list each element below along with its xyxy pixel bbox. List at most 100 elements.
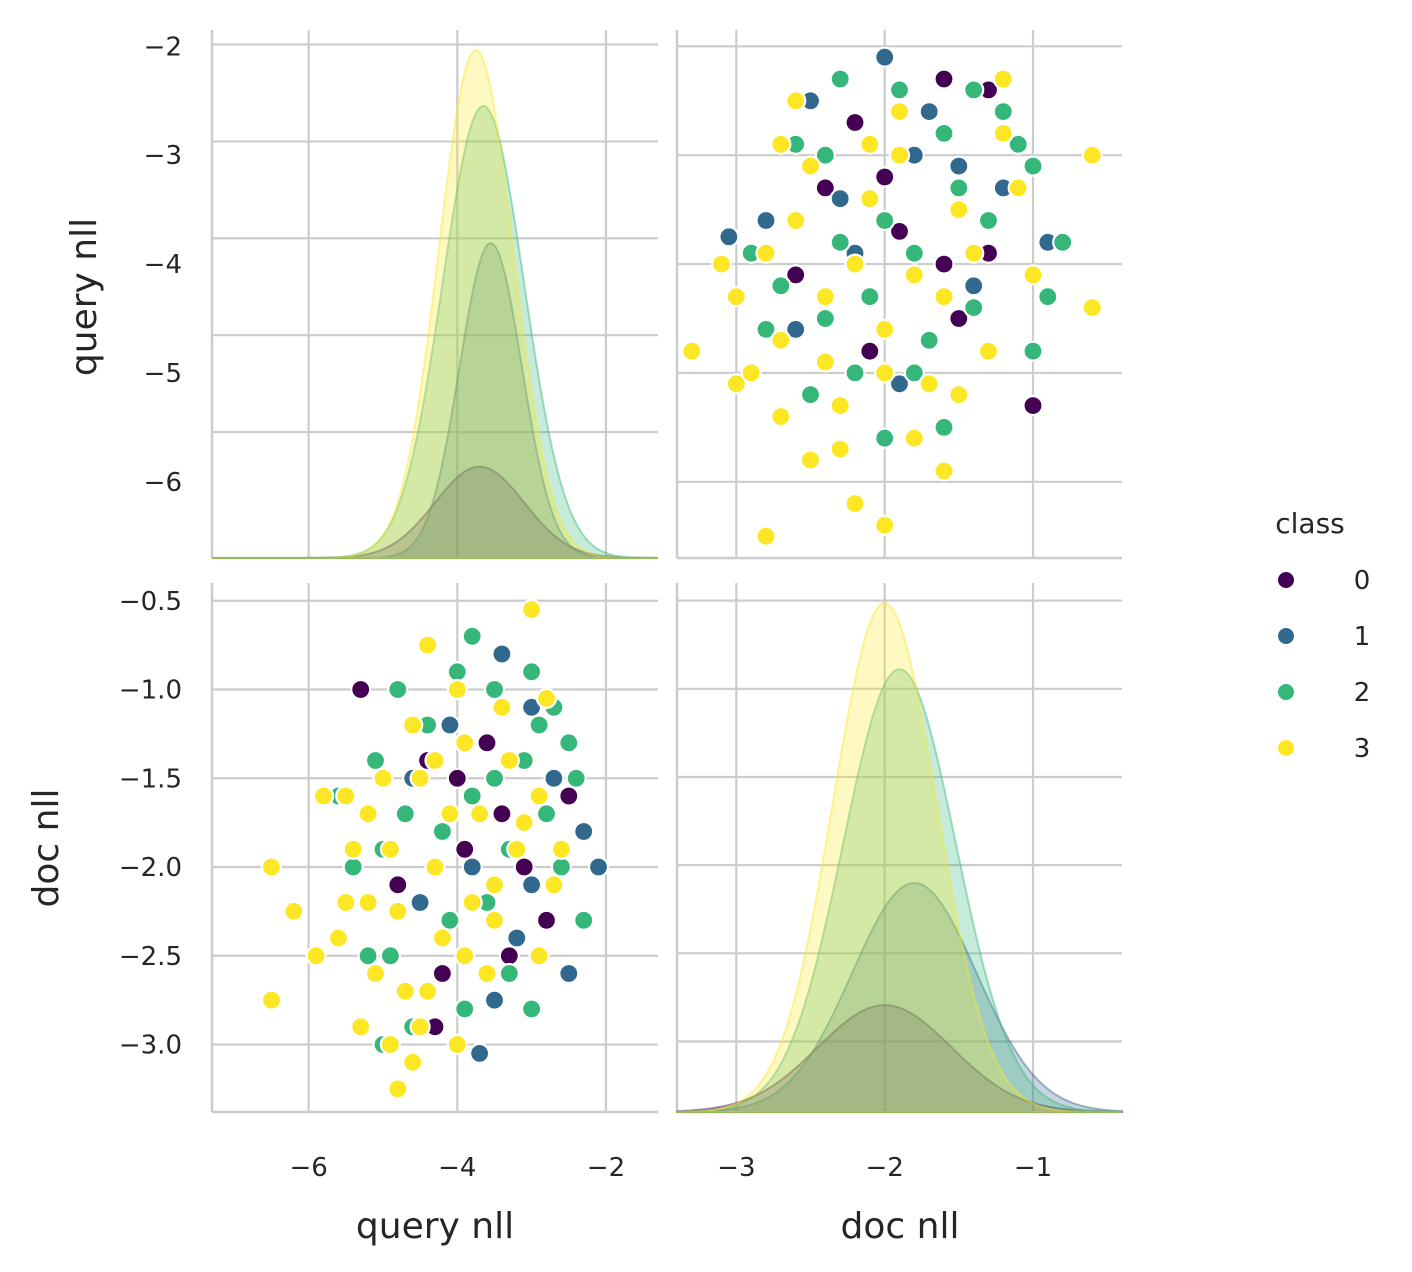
y-tick-label: −6 — [144, 468, 182, 498]
scatter-point-class-0 — [888, 220, 911, 242]
x-tick-label: −2 — [866, 1153, 904, 1183]
kde-class-1 — [676, 882, 1123, 1113]
scatter-point-class-3 — [543, 874, 565, 896]
scatter-point-class-3 — [1081, 144, 1103, 166]
scatter-point-class-2 — [799, 384, 822, 406]
scatter-point-class-2 — [963, 79, 985, 101]
scatter-point-class-3 — [461, 891, 483, 914]
scatter-point-class-2 — [550, 856, 573, 878]
panel-query-kde — [210, 30, 659, 560]
scatter-point-class-2 — [520, 661, 543, 683]
scatter-point-class-3 — [520, 598, 543, 621]
scatter-point-class-1 — [491, 643, 513, 665]
scatter-point-class-3 — [342, 838, 364, 860]
legend-label-class-0: 0 — [1354, 566, 1371, 596]
scatter-point-class-2 — [528, 714, 550, 736]
kde-class-2 — [676, 668, 1123, 1113]
x-axis-label-left: query nll — [356, 1206, 514, 1247]
scatter-point-class-3 — [364, 962, 387, 985]
scatter-point-class-3 — [710, 253, 733, 275]
scatter-point-class-3 — [409, 767, 431, 789]
scatter-point-class-3 — [454, 945, 476, 967]
scatter-point-class-0 — [933, 253, 955, 275]
scatter-point-class-1 — [469, 1042, 491, 1065]
y-tick-label: −4 — [144, 250, 182, 280]
scatter-point-class-2 — [948, 177, 970, 199]
y-tick-label: −5 — [144, 359, 182, 389]
legend-label-class-3: 3 — [1354, 734, 1371, 764]
scatter-point-class-2 — [446, 661, 468, 683]
kde-class-2 — [212, 104, 659, 559]
scatter-point-class-2 — [1022, 340, 1044, 362]
scatter-point-class-2 — [888, 79, 911, 101]
scatter-point-class-3 — [312, 785, 335, 807]
scatter-point-class-3 — [327, 927, 349, 949]
scatter-point-class-3 — [844, 493, 866, 515]
scatter-point-class-0 — [558, 785, 580, 807]
scatter-point-class-0 — [454, 838, 476, 860]
legend-marker-class-0 — [1276, 570, 1296, 590]
scatter-point-class-0 — [859, 340, 881, 362]
kde-class-1 — [212, 241, 658, 559]
scatter-point-class-3 — [829, 438, 851, 460]
scatter-point-class-3 — [933, 460, 955, 482]
scatter-point-class-3 — [535, 687, 558, 710]
scatter-point-class-3 — [394, 980, 416, 1002]
scatter-point-class-3 — [770, 329, 792, 351]
y-tick-label: −2.0 — [119, 853, 182, 883]
scatter-point-class-3 — [785, 209, 807, 232]
scatter-point-class-3 — [469, 803, 491, 825]
scatter-point-class-3 — [918, 373, 940, 395]
x-tick-label: −3 — [717, 1153, 755, 1183]
scatter-point-class-2 — [535, 803, 558, 825]
scatter-point-class-2 — [874, 427, 896, 449]
scatter-point-class-3 — [814, 286, 836, 308]
scatter-point-class-0 — [1022, 395, 1044, 417]
scatter-point-class-3 — [483, 874, 506, 896]
scatter-point-class-2 — [387, 678, 409, 701]
legend-label-class-2: 2 — [1354, 678, 1371, 708]
scatter-point-class-2 — [483, 767, 506, 789]
scatter-point-class-3 — [417, 980, 439, 1002]
scatter-point-class-2 — [770, 275, 792, 297]
scatter-point-class-0 — [844, 111, 866, 134]
scatter-point-class-2 — [814, 144, 836, 166]
legend-label-class-1: 1 — [1354, 622, 1371, 652]
scatter-point-class-2 — [933, 122, 955, 144]
scatter-point-class-2 — [520, 998, 543, 1020]
scatter-point-class-3 — [770, 133, 792, 155]
scatter-point-class-1 — [506, 927, 528, 949]
scatter-point-class-3 — [888, 100, 911, 123]
scatter-point-class-2 — [461, 785, 483, 807]
scatter-point-class-1 — [409, 891, 431, 914]
scatter-point-class-3 — [681, 340, 703, 362]
scatter-point-class-2 — [933, 416, 955, 438]
scatter-point-class-2 — [342, 856, 364, 878]
x-tick-label: −4 — [438, 1153, 476, 1183]
scatter-point-class-1 — [829, 188, 851, 210]
y-tick-label: −0.5 — [119, 587, 182, 617]
scatter-point-class-3 — [814, 351, 836, 373]
scatter-point-class-3 — [483, 909, 506, 931]
scatter-point-class-3 — [829, 395, 851, 417]
scatter-point-class-3 — [859, 133, 881, 155]
scatter-point-class-0 — [491, 803, 513, 825]
scatter-point-class-0 — [513, 856, 535, 878]
scatter-point-class-3 — [506, 838, 528, 860]
y-axis-label-bottom: doc nll — [26, 789, 67, 908]
scatter-point-class-3 — [513, 811, 535, 834]
scatter-point-class-0 — [814, 177, 836, 199]
scatter-point-class-3 — [977, 340, 1000, 362]
scatter-point-class-2 — [498, 962, 520, 985]
scatter-point-class-3 — [799, 449, 822, 471]
scatter-point-class-3 — [335, 785, 357, 807]
scatter-point-class-2 — [903, 362, 925, 384]
legend-marker-class-3 — [1276, 738, 1296, 758]
y-tick-label: −2 — [144, 32, 182, 62]
scatter-point-class-2 — [454, 998, 476, 1020]
scatter-point-class-3 — [498, 749, 520, 772]
scatter-point-class-3 — [417, 634, 439, 656]
panel-doc-vs-query-scatter — [675, 30, 1122, 560]
scatter-point-class-2 — [565, 767, 587, 789]
scatter-point-class-3 — [387, 900, 409, 923]
